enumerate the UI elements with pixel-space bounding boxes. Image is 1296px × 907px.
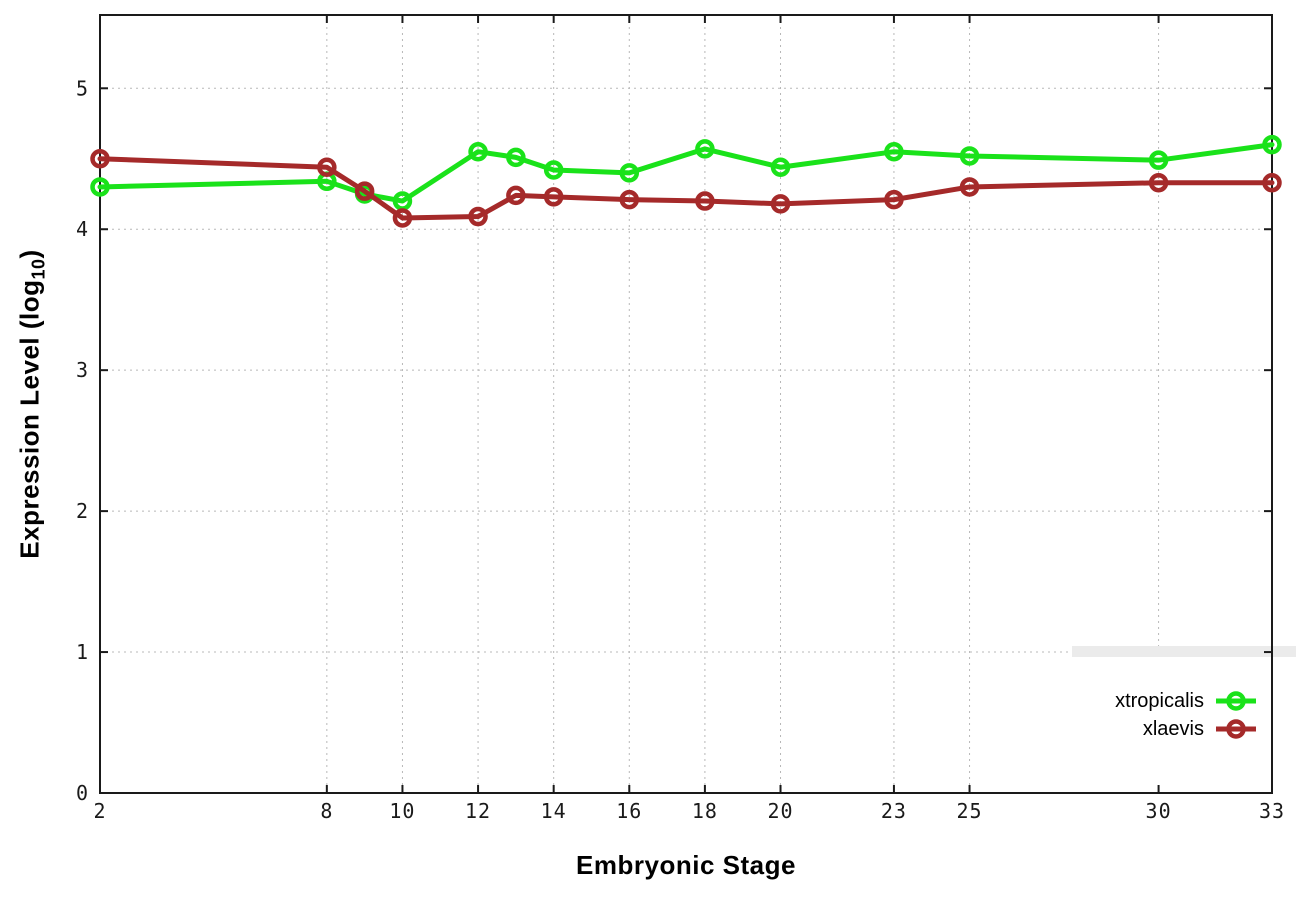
x-tick-label: 33 — [1259, 799, 1285, 823]
y-axis-title-close: ) — [14, 249, 45, 259]
data-point-xlaevis — [884, 189, 904, 210]
data-point-xtropicalis — [884, 141, 904, 162]
data-point-xlaevis — [354, 181, 375, 201]
x-tick-label: 25 — [957, 799, 983, 823]
legend-background — [1072, 646, 1272, 789]
data-point-xlaevis — [392, 208, 413, 228]
y-tick-label: 0 — [76, 781, 88, 805]
data-point-xtropicalis — [619, 163, 640, 183]
y-tick-label: 5 — [76, 76, 88, 100]
data-point-xlaevis — [1262, 172, 1282, 193]
legend: xtropicalis xlaevis — [1115, 687, 1258, 743]
data-point-xlaevis — [619, 189, 640, 210]
x-tick-label: 10 — [389, 799, 415, 823]
series-line-xlaevis — [97, 156, 1275, 221]
x-tick-label: 12 — [465, 799, 491, 823]
x-tick-label: 2 — [93, 799, 106, 823]
plot-border — [99, 14, 1273, 794]
data-point-xtropicalis — [1148, 150, 1169, 170]
data-point-xlaevis — [543, 187, 564, 207]
x-tick-label: 8 — [320, 799, 333, 823]
y-tick-label: 4 — [76, 217, 88, 241]
data-point-xtropicalis — [90, 177, 110, 197]
y-tick-label: 1 — [76, 640, 88, 664]
data-point-xlaevis — [770, 194, 791, 214]
data-point-xtropicalis — [770, 157, 791, 177]
data-point-xlaevis — [506, 185, 526, 206]
legend-label-xlaevis: xlaevis — [1142, 717, 1204, 740]
data-point-xtropicalis — [959, 146, 980, 166]
data-point-xtropicalis — [468, 141, 488, 162]
x-tick-label: 18 — [692, 799, 718, 823]
data-point-xtropicalis — [1262, 134, 1282, 155]
screen-artifact — [1072, 646, 1296, 657]
legend-label-xtropicalis: xtropicalis — [1115, 689, 1204, 712]
y-axis-title-subscript: 10 — [28, 258, 49, 280]
y-tick-label: 3 — [76, 358, 88, 382]
x-tick-label: 16 — [616, 799, 642, 823]
x-tick-label: 14 — [541, 799, 567, 823]
x-tick-label: 30 — [1146, 799, 1172, 823]
data-point-xtropicalis — [695, 139, 715, 159]
data-point-xlaevis — [468, 206, 488, 227]
data-point-xlaevis — [695, 191, 715, 211]
legend-marker-xlaevis-icon — [1216, 719, 1256, 739]
x-tick-label: 20 — [767, 799, 793, 823]
y-tick-label: 2 — [76, 499, 88, 523]
series-line-xtropicalis — [97, 142, 1275, 204]
y-axis-title-text: Expression Level (log — [14, 279, 45, 559]
data-point-xtropicalis — [506, 147, 526, 168]
data-point-xlaevis — [90, 149, 110, 169]
data-point-xlaevis — [959, 177, 980, 197]
x-axis-title: Embryonic Stage — [576, 850, 796, 880]
data-point-xlaevis — [317, 157, 337, 177]
legend-item-xtropicalis: xtropicalis — [1115, 687, 1258, 715]
legend-marker-xtropicalis-icon — [1216, 691, 1256, 711]
data-point-xtropicalis — [543, 160, 564, 180]
data-point-xlaevis — [1148, 172, 1169, 193]
legend-item-xlaevis: xlaevis — [1115, 715, 1258, 743]
y-axis-title: Expression Level (log10) — [14, 249, 49, 559]
x-tick-label: 23 — [881, 799, 907, 823]
